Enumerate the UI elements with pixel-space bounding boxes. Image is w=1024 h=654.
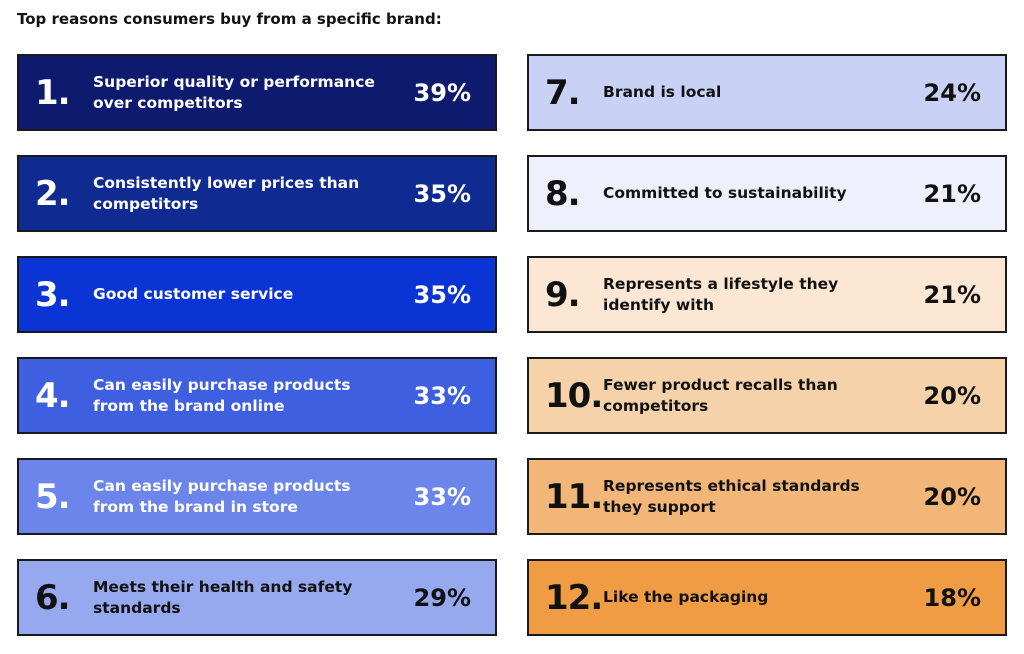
percent: 20% [923, 381, 981, 410]
rank-number: 6. [35, 577, 71, 618]
rank-number: 5. [35, 476, 71, 517]
reason-text: Can easily purchase products from the br… [93, 476, 351, 516]
reason-text: Consistently lower prices than competito… [93, 173, 360, 213]
rank-number: 3. [35, 274, 71, 315]
reason-card: 8. Committed to sustainability 21% [527, 155, 1007, 232]
reason-text: Committed to sustainability [603, 184, 847, 202]
reason-text: Represents a lifestyle they identify wit… [603, 274, 839, 314]
percent: 39% [413, 78, 471, 107]
percent: 29% [413, 583, 471, 612]
percent: 21% [923, 280, 981, 309]
reason-text: Superior quality or performance over com… [93, 72, 375, 112]
percent: 20% [923, 482, 981, 511]
reason-text: Represents ethical standards they suppor… [603, 476, 860, 516]
percent: 21% [923, 179, 981, 208]
rank-number: 11. [545, 476, 603, 517]
reason-card: 2. Consistently lower prices than competi… [17, 155, 497, 232]
rank-number: 8. [545, 173, 581, 214]
reason-text: Meets their health and safety standards [93, 577, 353, 617]
rank-number: 2. [35, 173, 71, 214]
percent: 35% [413, 280, 471, 309]
percent: 35% [413, 179, 471, 208]
reason-card: 3. Good customer service 35% [17, 256, 497, 333]
rank-number: 4. [35, 375, 71, 416]
reason-text: Good customer service [93, 285, 294, 303]
reason-text: Brand is local [603, 83, 722, 101]
reason-card: 11. Represents ethical standards they sup… [527, 458, 1007, 535]
reason-text: Can easily purchase products from the br… [93, 375, 351, 415]
rank-number: 10. [545, 375, 603, 416]
reason-card: 7. Brand is local 24% [527, 54, 1007, 131]
title: Top reasons consumers buy from a specifi… [17, 10, 442, 28]
reason-card: 12. Like the packaging 18% [527, 559, 1007, 636]
percent: 33% [413, 482, 471, 511]
percent: 24% [923, 78, 981, 107]
reason-card: 4. Can easily purchase products from the … [17, 357, 497, 434]
rank-number: 9. [545, 274, 581, 315]
reason-card: 1. Superior quality or performance over c… [17, 54, 497, 131]
reason-card: 5. Can easily purchase products from the … [17, 458, 497, 535]
reason-card: 6. Meets their health and safety standard… [17, 559, 497, 636]
reason-card: 10. Fewer product recalls than competitor… [527, 357, 1007, 434]
rank-number: 1. [35, 72, 71, 113]
percent: 33% [413, 381, 471, 410]
reason-text: Fewer product recalls than competitors [603, 375, 838, 415]
reason-card: 9. Represents a lifestyle they identify w… [527, 256, 1007, 333]
rank-number: 7. [545, 72, 581, 113]
reason-text: Like the packaging [603, 588, 769, 606]
percent: 18% [923, 583, 981, 612]
rank-number: 12. [545, 577, 603, 618]
